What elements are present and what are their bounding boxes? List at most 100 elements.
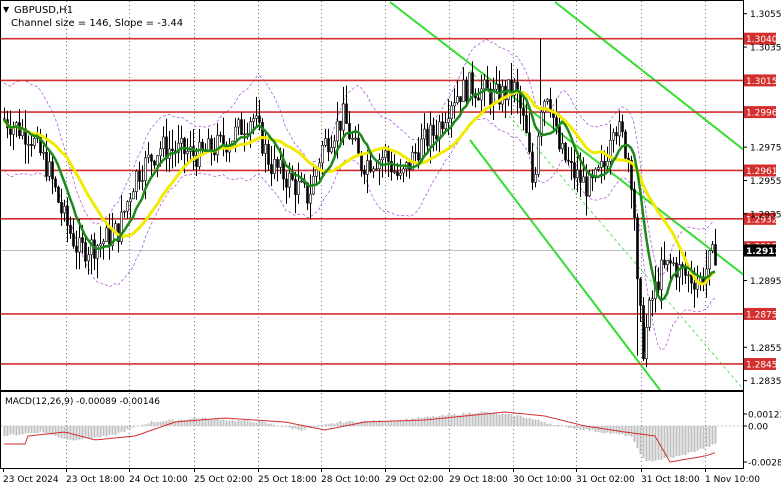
macd-histogram-bar [196, 418, 198, 426]
macd-histogram-bar [229, 420, 231, 426]
macd-histogram-bar [700, 426, 702, 449]
candle-body [148, 155, 150, 158]
macd-histogram-bar [601, 426, 603, 433]
macd-histogram-bar [379, 420, 381, 426]
candle-body [364, 170, 366, 174]
candle-body [607, 161, 609, 166]
macd-histogram-bar [226, 420, 228, 426]
candle-body [367, 161, 369, 175]
macd-histogram-bar [544, 422, 546, 426]
macd-histogram-bar [685, 426, 687, 455]
candle-body [265, 144, 267, 153]
candle-body [601, 161, 603, 167]
macd-histogram-bar [154, 422, 156, 426]
time-tick-label: 29 Oct 18:00 [449, 475, 508, 485]
macd-histogram-bar [79, 426, 81, 440]
macd-histogram-bar [655, 426, 657, 461]
candle-body [415, 152, 417, 153]
candle-body [106, 228, 108, 241]
macd-histogram-bar [643, 426, 645, 458]
candle-body [694, 283, 696, 289]
candle-body [10, 128, 12, 134]
candle-body [388, 151, 390, 162]
price-tick-label: 1.2895 [750, 277, 781, 287]
price-tick-label: 1.3055 [750, 10, 781, 20]
dropdown-triangle-icon[interactable]: ▼ [3, 5, 10, 14]
macd-histogram-bar [85, 426, 87, 438]
candle-body [73, 234, 75, 247]
candle-body [298, 181, 300, 195]
candle-body [448, 119, 450, 123]
candle-body [100, 244, 102, 246]
macd-histogram-bar [25, 426, 27, 433]
macd-histogram-bar [289, 426, 291, 428]
candle-body [79, 238, 81, 252]
macd-histogram-bar [106, 426, 108, 436]
candle-body [28, 144, 30, 145]
macd-histogram-bar [418, 417, 420, 426]
macd-histogram-bar [241, 421, 243, 426]
macd-histogram-bar [148, 423, 150, 426]
macd-histogram-bar [118, 426, 120, 433]
candle-body [343, 104, 345, 130]
macd-histogram-bar [442, 415, 444, 426]
macd-histogram-bar [190, 419, 192, 426]
macd-histogram-bar [598, 426, 600, 432]
macd-histogram-bar [244, 420, 246, 426]
candle-body [457, 97, 459, 103]
candle-body [562, 143, 564, 149]
candle-body [547, 99, 549, 101]
macd-histogram-bar [613, 426, 615, 433]
candle-body [445, 123, 447, 129]
macd-histogram-bar [394, 421, 396, 426]
candle-body [286, 179, 288, 187]
macd-histogram-bar [712, 426, 714, 444]
macd-histogram-bar [337, 423, 339, 426]
macd-histogram-bar [100, 426, 102, 437]
macd-histogram-bar [22, 426, 24, 434]
macd-histogram-bar [49, 426, 51, 434]
candle-body [88, 255, 90, 261]
candle-body [469, 73, 471, 101]
candle-body [82, 238, 84, 243]
candle-body [604, 161, 606, 166]
macd-histogram-bar [679, 426, 681, 456]
candle-body [274, 159, 276, 173]
macd-histogram-bar [97, 426, 99, 437]
macd-histogram-bar [259, 421, 261, 426]
macd-histogram-bar [157, 422, 159, 426]
macd-histogram-bar [649, 426, 651, 461]
macd-histogram-bar [430, 417, 432, 426]
macd-histogram-bar [709, 426, 711, 447]
macd-histogram-bar [361, 421, 363, 426]
candle-body [397, 172, 399, 176]
macd-histogram-bar [265, 422, 267, 426]
macd-histogram-bar [46, 426, 48, 434]
candle-body [580, 170, 582, 182]
level-label: 1.2845 [746, 360, 778, 370]
macd-histogram-bar [340, 421, 342, 426]
macd-histogram-bar [691, 426, 693, 452]
macd-histogram-bar [178, 420, 180, 426]
macd-histogram-bar [280, 426, 282, 427]
candle-body [400, 173, 402, 176]
macd-histogram-bar [619, 426, 621, 434]
candle-body [340, 121, 342, 130]
macd-histogram-bar [520, 416, 522, 426]
candle-body [130, 199, 132, 202]
macd-histogram-bar [715, 426, 717, 444]
level-label: 1.3015 [746, 77, 778, 87]
macd-histogram-bar [40, 426, 42, 431]
macd-histogram-bar [532, 419, 534, 426]
macd-histogram-bar [202, 418, 204, 426]
macd-histogram-bar [559, 425, 561, 426]
macd-histogram-bar [4, 426, 6, 436]
candle-body [667, 261, 669, 265]
macd-histogram-bar [562, 425, 564, 426]
candle-body [619, 122, 621, 136]
candle-body [568, 160, 570, 161]
candle-body [109, 228, 111, 246]
macd-histogram-bar [250, 421, 252, 426]
